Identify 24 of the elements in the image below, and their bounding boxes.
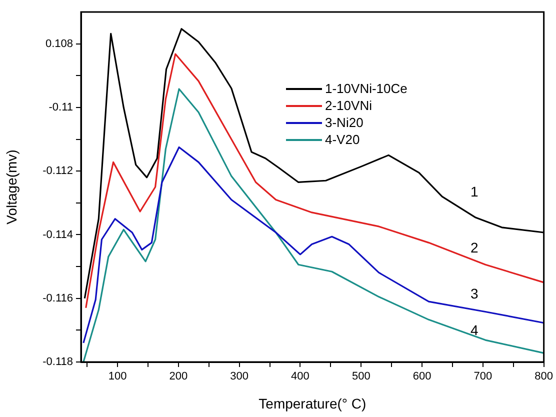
legend-label: 1-10VNi-10Ce: [325, 80, 408, 97]
y-tick-label: -0.114: [42, 228, 73, 241]
y-tick-label: -0.118: [42, 356, 73, 368]
legend-label: 2-10VNi: [325, 97, 372, 114]
legend-label: 4-V20: [325, 131, 360, 148]
annotation: 4: [470, 322, 478, 338]
y-tick-label: 0.108: [45, 38, 73, 50]
y-axis-title: Voltage(mv): [3, 150, 20, 224]
x-tick-label: 500: [352, 370, 370, 383]
x-axis-title: Temperature(° C): [258, 395, 366, 412]
x-tick-label: 200: [169, 370, 188, 383]
annotation: 2: [470, 239, 478, 256]
x-tick-label: 300: [230, 370, 249, 383]
x-tick-label: 700: [474, 370, 492, 383]
y-tick-label: -0.112: [42, 165, 73, 178]
x-tick-label: 600: [412, 370, 432, 383]
y-tick-label: -0.116: [42, 292, 73, 304]
annotation: 3: [470, 286, 478, 302]
legend-label: 3-Ni20: [325, 114, 364, 131]
x-tick-label: 800: [534, 370, 554, 383]
x-tick-label: 100: [108, 370, 127, 383]
x-tick-label: 400: [291, 370, 310, 383]
y-tick-label: -0.11: [48, 101, 73, 114]
annotation: 1: [470, 183, 478, 200]
